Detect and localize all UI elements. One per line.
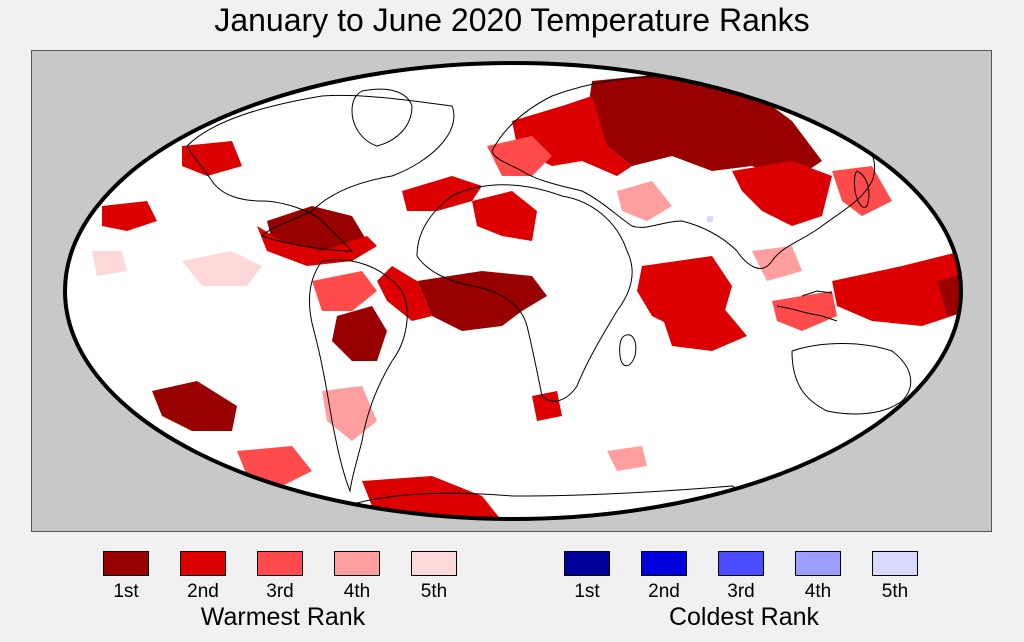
region-asia-warm-4th (617, 181, 672, 221)
legend-cold-swatch-2nd (641, 551, 687, 576)
coastline-africa (416, 184, 633, 402)
globe-outline (63, 61, 963, 521)
legend-warm-label-4th: 4th (343, 581, 371, 602)
legend-warm-swatch-4th (334, 551, 380, 576)
legend-warm-swatch-5th (411, 551, 457, 576)
region-indian-warm-4th (752, 246, 802, 281)
legend-cold-title: Coldest Rank (668, 603, 820, 631)
legend-warm-label-3rd: 3rd (266, 581, 294, 602)
legend-warmest: 1st 2nd 3rd 4th 5th Warmest Rank (103, 551, 463, 641)
region-south-america-warm-3rd (312, 271, 377, 311)
legend-cold-swatch-3rd (718, 551, 764, 576)
coastline-australia (791, 343, 912, 415)
region-southern-indian-warm-2nd (662, 306, 747, 351)
page-title: January to June 2020 Temperature Ranks (214, 2, 810, 38)
region-central-africa-warm-1st (417, 271, 547, 331)
region-north-africa-warm-2nd (402, 176, 482, 211)
legend-warm-title: Warmest Rank (200, 603, 366, 631)
map-content (65, 63, 961, 519)
region-east-pacific-warm-5th (92, 251, 127, 276)
region-pacific-east-warm-1st (937, 271, 961, 316)
legend-cold-label-3rd: 3rd (727, 581, 755, 602)
coastline-indonesia (776, 290, 838, 322)
legend-warm-label-1st: 1st (113, 581, 139, 602)
region-europe-warm-3rd (487, 136, 552, 176)
coastline-japan (853, 170, 870, 208)
legend-warm-swatch-3rd (257, 551, 303, 576)
legend-cold-label-5th: 5th (881, 581, 909, 602)
region-south-atlantic-warm-4th (607, 446, 647, 471)
region-south-pacific-warm-1st (152, 381, 237, 431)
legend-warm-swatch-2nd (180, 551, 226, 576)
coastline-greenland (351, 88, 413, 147)
region-north-pacific-warm-2nd (182, 141, 242, 176)
legend-cold-swatch-5th (872, 551, 918, 576)
legend-cold-swatch-1st (564, 551, 610, 576)
legend-warm-label-2nd: 2nd (187, 581, 219, 602)
legend-coldest: 1st 2nd 3rd 4th 5th Coldest Rank (564, 551, 924, 641)
coastline-eurasia (491, 75, 876, 269)
coastline-north-america (186, 94, 455, 252)
region-caribbean-warm-2nd (257, 226, 377, 266)
region-japan-warm-3rd (832, 166, 892, 216)
region-north-america-warm-5th (182, 251, 262, 286)
map-frame (31, 50, 992, 532)
region-southern-africa-warm-2nd (532, 391, 562, 421)
legend-cold-label-1st: 1st (574, 581, 600, 602)
region-north-pacific-west-warm-2nd (102, 201, 157, 231)
legend-cold-label-2nd: 2nd (648, 581, 680, 602)
legend-cold-swatch-4th (795, 551, 841, 576)
world-map (63, 61, 963, 521)
region-west-pacific-warm-2nd (832, 251, 961, 326)
region-east-asia-warm-2nd (732, 161, 832, 226)
legend-warm-label-5th: 5th (420, 581, 448, 602)
region-indonesia-warm-3rd (772, 291, 837, 331)
coastline-madagascar (619, 334, 637, 367)
legend-warm-swatch-1st (103, 551, 149, 576)
region-south-america-warm-1st (332, 306, 387, 361)
legend-cold-label-4th: 4th (804, 581, 832, 602)
coastline-south-america (309, 259, 408, 493)
region-west-africa-warm-2nd (472, 191, 537, 241)
region-argentina-warm-4th (322, 386, 377, 441)
region-asia-cold-5th (707, 216, 713, 222)
coastline-new-zealand (907, 420, 922, 448)
